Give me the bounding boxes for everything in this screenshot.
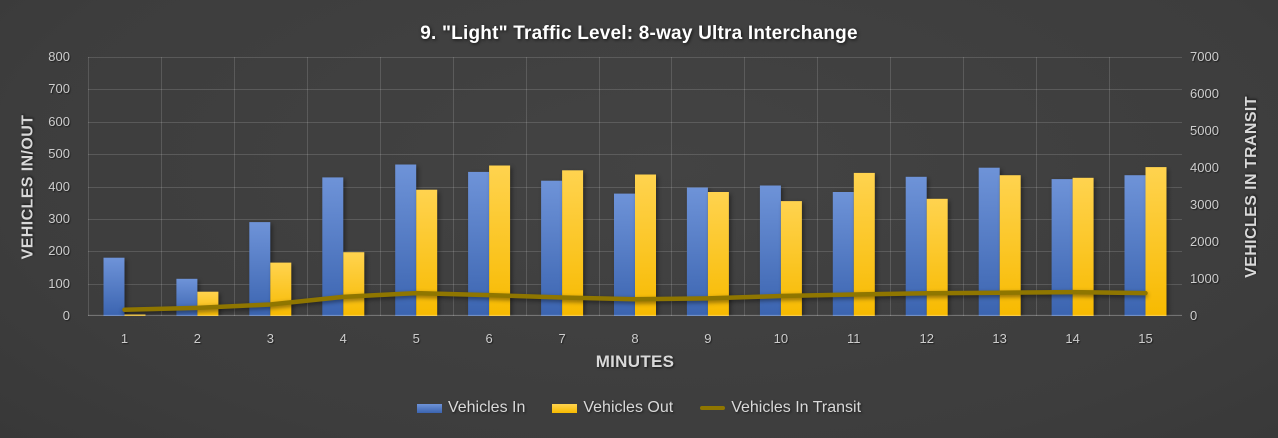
- x-axis-tick-10: 10: [773, 331, 789, 346]
- y-axis-right-tick-6000: 6000: [1190, 86, 1219, 101]
- x-axis-tick-7: 7: [558, 331, 566, 346]
- x-axis-tick-4: 4: [339, 331, 347, 346]
- y-axis-left-tick-700: 700: [48, 81, 70, 97]
- bar-vehicles-out-min-6[interactable]: [489, 165, 511, 317]
- bar-vehicles-in-min-6[interactable]: [468, 171, 490, 316]
- y-axis-left-tick-400: 400: [48, 178, 70, 194]
- bar-vehicles-in-min-1[interactable]: [103, 257, 125, 316]
- legend-item-vehicles-out[interactable]: Vehicles Out: [552, 399, 673, 417]
- y-axis-right-tick-2000: 2000: [1190, 234, 1219, 249]
- bar-vehicles-out-min-4[interactable]: [343, 252, 365, 316]
- bar-vehicles-in-min-11[interactable]: [832, 192, 854, 316]
- legend-swatch-vehicles-in: [416, 403, 442, 413]
- x-axis-tick-5: 5: [412, 331, 420, 346]
- bar-vehicles-out-min-9[interactable]: [707, 192, 729, 316]
- x-axis-tick-15: 15: [1138, 331, 1153, 346]
- bar-vehicles-in-min-7[interactable]: [541, 180, 563, 316]
- legend-item-vehicles-in-transit[interactable]: Vehicles In Transit: [700, 399, 861, 417]
- bar-vehicles-out-min-10[interactable]: [780, 201, 802, 316]
- bar-vehicles-in-min-3[interactable]: [249, 222, 271, 316]
- x-axis-tick-2: 2: [193, 331, 201, 346]
- x-axis-tick-3: 3: [266, 331, 274, 346]
- bar-vehicles-out-min-13[interactable]: [999, 175, 1021, 316]
- y-axis-left-tick-500: 500: [48, 146, 70, 162]
- bar-vehicles-out-min-7[interactable]: [562, 170, 584, 316]
- bar-vehicles-out-min-11[interactable]: [853, 172, 875, 316]
- x-axis-tick-12: 12: [919, 331, 934, 346]
- legend: Vehicles In Vehicles Out Vehicles In Tra…: [0, 399, 1278, 417]
- x-axis-title: MINUTES: [595, 352, 675, 371]
- y-axis-right-tick-4000: 4000: [1190, 160, 1219, 175]
- y-axis-left-tick-800: 800: [48, 49, 70, 64]
- x-axis-tick-8: 8: [631, 331, 639, 346]
- bar-vehicles-out-min-2[interactable]: [197, 291, 219, 316]
- legend-label-vehicles-in: Vehicles In: [447, 399, 526, 416]
- bar-vehicles-in-min-12[interactable]: [905, 176, 927, 316]
- legend-swatch-vehicles-out: [552, 403, 578, 413]
- y-axis-right-tick-3000: 3000: [1190, 197, 1219, 212]
- bar-vehicles-out-min-15[interactable]: [1145, 167, 1167, 316]
- bar-vehicles-in-min-15[interactable]: [1124, 175, 1146, 316]
- y-axis-right-tick-5000: 5000: [1190, 123, 1219, 138]
- chart-title: 9. "Light" Traffic Level: 8-way Ultra In…: [420, 23, 858, 44]
- y-axis-left-tick-300: 300: [48, 210, 70, 226]
- x-axis-tick-6: 6: [485, 331, 493, 346]
- bar-vehicles-in-min-8[interactable]: [614, 193, 635, 316]
- x-axis-tick-9: 9: [704, 331, 712, 346]
- bar-vehicles-out-min-1[interactable]: [124, 314, 146, 316]
- bar-vehicles-out-min-5[interactable]: [416, 189, 438, 316]
- x-axis-tick-13: 13: [992, 331, 1007, 346]
- bar-vehicles-out-min-3[interactable]: [270, 262, 292, 316]
- x-axis-tick-1: 1: [120, 331, 129, 346]
- y-axis-right-tick-1000: 1000: [1190, 271, 1219, 286]
- legend-label-vehicles-out: Vehicles Out: [583, 399, 674, 416]
- y-axis-left-tick-200: 200: [48, 243, 70, 259]
- legend-label-vehicles-in-transit: Vehicles In Transit: [731, 399, 862, 416]
- y-axis-right-tick-0: 0: [1190, 308, 1198, 323]
- bar-vehicles-out-min-8[interactable]: [635, 174, 656, 317]
- bar-vehicles-in-min-5[interactable]: [395, 164, 417, 317]
- y-axis-left-tick-0: 0: [62, 308, 70, 323]
- plot-area: [88, 57, 1182, 316]
- legend-swatch-vehicles-in-transit: [700, 406, 726, 410]
- y-axis-left-tick-600: 600: [48, 113, 70, 129]
- x-axis-tick-11: 11: [847, 331, 861, 346]
- bar-vehicles-in-min-9[interactable]: [686, 187, 708, 317]
- bar-vehicles-in-min-4[interactable]: [322, 177, 344, 316]
- legend-item-vehicles-in[interactable]: Vehicles In: [416, 399, 526, 417]
- vehicles-in-transit-line[interactable]: [122, 289, 1148, 312]
- y-axis-right-tick-7000: 7000: [1190, 49, 1219, 64]
- bar-vehicles-in-min-14[interactable]: [1051, 179, 1073, 316]
- bar-vehicles-in-min-10[interactable]: [759, 185, 781, 317]
- bar-vehicles-in-min-13[interactable]: [978, 167, 1000, 316]
- y-axis-left-tick-100: 100: [48, 275, 70, 291]
- bar-vehicles-out-min-14[interactable]: [1072, 177, 1094, 316]
- bar-vehicles-out-min-12[interactable]: [926, 198, 948, 316]
- x-axis-tick-14: 14: [1065, 331, 1080, 346]
